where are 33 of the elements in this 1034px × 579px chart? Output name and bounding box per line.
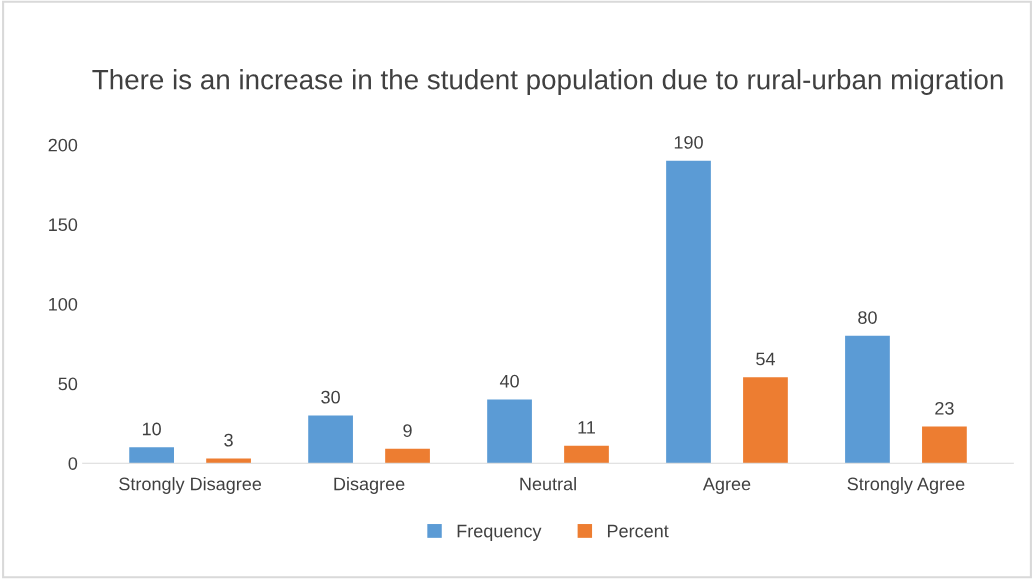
bar [308, 415, 353, 464]
data-label: 190 [674, 135, 703, 149]
legend-label: Percent [607, 524, 669, 538]
bar [743, 377, 788, 464]
bar [845, 335, 890, 464]
data-label: 3 [224, 433, 233, 447]
data-label: 30 [321, 390, 340, 404]
y-tick-label: 200 [48, 138, 78, 152]
y-tick-label: 0 [68, 457, 78, 470]
data-label: 23 [935, 401, 954, 415]
data-label: 40 [499, 374, 519, 388]
x-tick-label: Agree [702, 477, 751, 494]
bar [564, 445, 609, 464]
y-tick-label: 50 [58, 377, 78, 391]
y-tick-label: 150 [49, 218, 78, 232]
x-tick-label: Disagree [334, 477, 405, 494]
data-label: 80 [858, 311, 877, 324]
y-tick-label: 100 [49, 297, 78, 311]
data-label: 10 [142, 422, 161, 436]
data-label: 9 [403, 424, 412, 437]
x-tick-label: Strongly Disagree [119, 477, 262, 494]
bar [206, 458, 251, 464]
bar [487, 399, 532, 464]
data-label: 54 [756, 352, 775, 366]
bar [922, 426, 967, 464]
x-tick-label: Strongly Agree [847, 477, 965, 494]
bar [666, 160, 711, 464]
chart-title: There is an increase in the student population due to rural-urban migration [92, 69, 1003, 95]
bar [129, 447, 174, 464]
legend-label: Frequency [457, 524, 542, 541]
x-tick-label: Neutral [520, 477, 576, 491]
data-label: 11 [578, 421, 595, 434]
bar [385, 448, 430, 464]
